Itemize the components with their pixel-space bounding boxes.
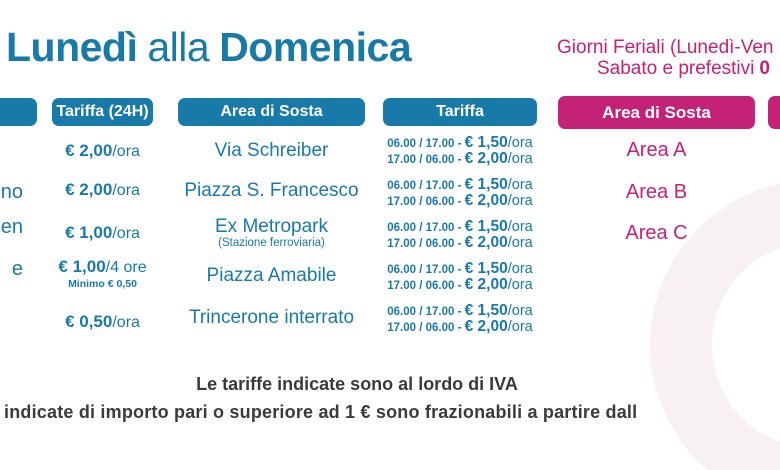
price: € 1,00: [58, 257, 106, 276]
tariff-line-night: 17.00 / 06.00 - € 2,00/ora: [387, 317, 533, 335]
price-unit: /ora: [112, 314, 140, 331]
tariff-line-day: 06.00 / 17.00 - € 1,50/ora: [387, 218, 533, 235]
cut-area-name-fragment: en: [0, 216, 23, 238]
price-unit: /4 ore: [105, 259, 147, 276]
tariff-line-day: 06.00 / 17.00 - € 1,50/ora: [387, 134, 533, 151]
area-di-sosta-header-blue: Area di Sosta: [178, 98, 365, 126]
tariff-24h-value: € 0,50/ora: [52, 312, 153, 333]
area-di-sosta-header-pink: Area di Sosta: [558, 96, 755, 129]
area-name: Trincerone interrato: [188, 307, 355, 328]
tariff-row: 06.00 / 17.00 - € 1,50/ora 17.00 / 06.00…: [379, 260, 541, 293]
pink-area-row: Area A: [626, 139, 687, 161]
price: € 0,50: [65, 312, 113, 331]
price-unit: /ora: [112, 225, 140, 242]
tariffa-header: Tariffa: [383, 98, 537, 126]
area-name: Piazza Amabile: [206, 265, 337, 286]
tariff-24h-value: € 1,00/ora: [52, 223, 153, 244]
price-unit: /ora: [112, 182, 140, 199]
title-bold-domenica: Domenica: [219, 24, 412, 70]
title-bold-lunedi: Lunedì: [6, 24, 138, 70]
tariff-line-night: 17.00 / 06.00 - € 2,00/ora: [387, 233, 533, 251]
area-name: Piazza S. Francesco: [184, 180, 359, 201]
price: € 2,00: [65, 180, 113, 199]
tariff-line-night: 17.00 / 06.00 - € 2,00/ora: [387, 275, 533, 293]
cut-left-header-box: [0, 98, 37, 126]
area-name: Via Schreiber: [214, 140, 329, 161]
cut-area-name-fragment: e: [11, 258, 23, 280]
tariff-line-day: 06.00 / 17.00 - € 1,50/ora: [387, 260, 533, 277]
tariff-line-night: 17.00 / 06.00 - € 2,00/ora: [387, 149, 533, 167]
tariff-line-day: 06.00 / 17.00 - € 1,50/ora: [387, 302, 533, 319]
footer-vat-note: Le tariffe indicate sono al lordo di IVA: [196, 374, 518, 394]
title-mid-alla: alla: [147, 24, 210, 70]
area-name-note: (Stazione ferroviaria): [218, 237, 325, 249]
tariff-24h-value: € 1,00/4 ore Minimo € 0,50: [52, 257, 153, 290]
schedule-note-line2-bold: 0: [759, 58, 770, 79]
tariff-24h-value: € 2,00/ora: [52, 180, 153, 201]
price: € 1,00: [65, 223, 113, 242]
tariff-line-night: 17.00 / 06.00 - € 2,00/ora: [387, 191, 533, 209]
footer-fraction-note: indicate di importo pari o superiore ad …: [4, 402, 638, 422]
weekday-schedule-note-line2: Sabato e prefestivi 0: [597, 58, 770, 80]
price-unit: /ora: [112, 143, 140, 160]
pink-area-row: Area C: [625, 222, 688, 244]
tariff-row: 06.00 / 17.00 - € 1,50/ora 17.00 / 06.00…: [379, 218, 541, 251]
page-title: Lunedì alla Domenica: [6, 24, 412, 71]
area-name-text: Ex Metropark: [215, 216, 328, 237]
area-name: Ex Metropark (Stazione ferroviaria): [178, 216, 365, 249]
price: € 2,00: [65, 141, 113, 160]
tariff-row: 06.00 / 17.00 - € 1,50/ora 17.00 / 06.00…: [379, 302, 541, 335]
pink-area-row: Area B: [625, 181, 688, 203]
weekday-schedule-note-line1: Giorni Feriali (Lunedì-Ven: [557, 37, 774, 58]
tariffa-24h-header: Tariffa (24H): [52, 98, 153, 126]
price-minimum-note: Minimo € 0,50: [68, 278, 137, 290]
cut-area-name-fragment: no: [0, 181, 23, 203]
tariff-row: 06.00 / 17.00 - € 1,50/ora 17.00 / 06.00…: [379, 176, 541, 209]
tariff-line-day: 06.00 / 17.00 - € 1,50/ora: [387, 176, 533, 193]
schedule-note-line2-text: Sabato e prefestivi: [597, 58, 755, 79]
tariff-24h-value: € 2,00/ora: [52, 141, 153, 162]
tariff-row: 06.00 / 17.00 - € 1,50/ora 17.00 / 06.00…: [379, 134, 541, 167]
cut-right-header-box: [768, 96, 780, 129]
